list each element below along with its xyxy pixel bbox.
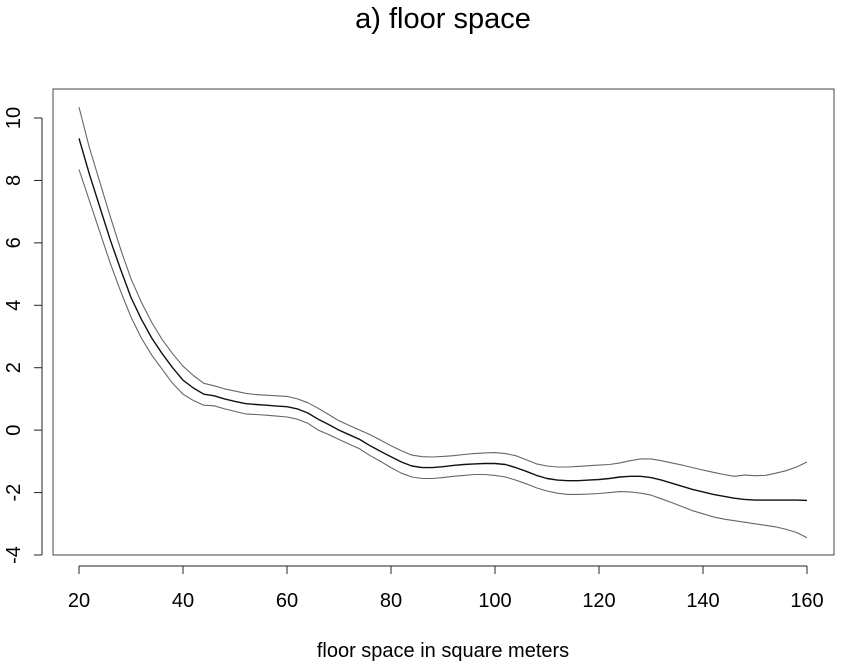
y-tick-label: 2 [3, 362, 25, 373]
y-tick-label: -2 [3, 484, 25, 502]
y-tick-label: 6 [3, 237, 25, 248]
x-tick-label: 40 [172, 590, 194, 612]
y-tick-label: 4 [3, 300, 25, 311]
x-tick-label: 100 [478, 590, 511, 612]
y-tick-label: 8 [3, 175, 25, 186]
y-axis: -4 -2 0 2 4 6 8 10 [3, 107, 43, 564]
chart-title: a) floor space [355, 3, 531, 35]
x-axis-label: floor space in square meters [317, 640, 569, 662]
y-tick-label: 10 [3, 107, 25, 129]
y-tick-label: -4 [3, 546, 25, 564]
x-tick-label: 60 [276, 590, 298, 612]
x-tick-label: 160 [790, 590, 823, 612]
y-tick-label: 0 [3, 425, 25, 436]
series-layer [78, 106, 808, 539]
x-tick-label: 80 [380, 590, 402, 612]
x-tick-label: 20 [68, 590, 90, 612]
x-axis: 20 40 60 80 100 120 140 160 [68, 565, 824, 612]
upper-band-line [78, 106, 808, 477]
estimate-line [78, 138, 808, 502]
plot-frame [52, 88, 835, 556]
x-tick-label: 120 [582, 590, 615, 612]
x-tick-label: 140 [686, 590, 719, 612]
lower-band-line [78, 169, 808, 539]
